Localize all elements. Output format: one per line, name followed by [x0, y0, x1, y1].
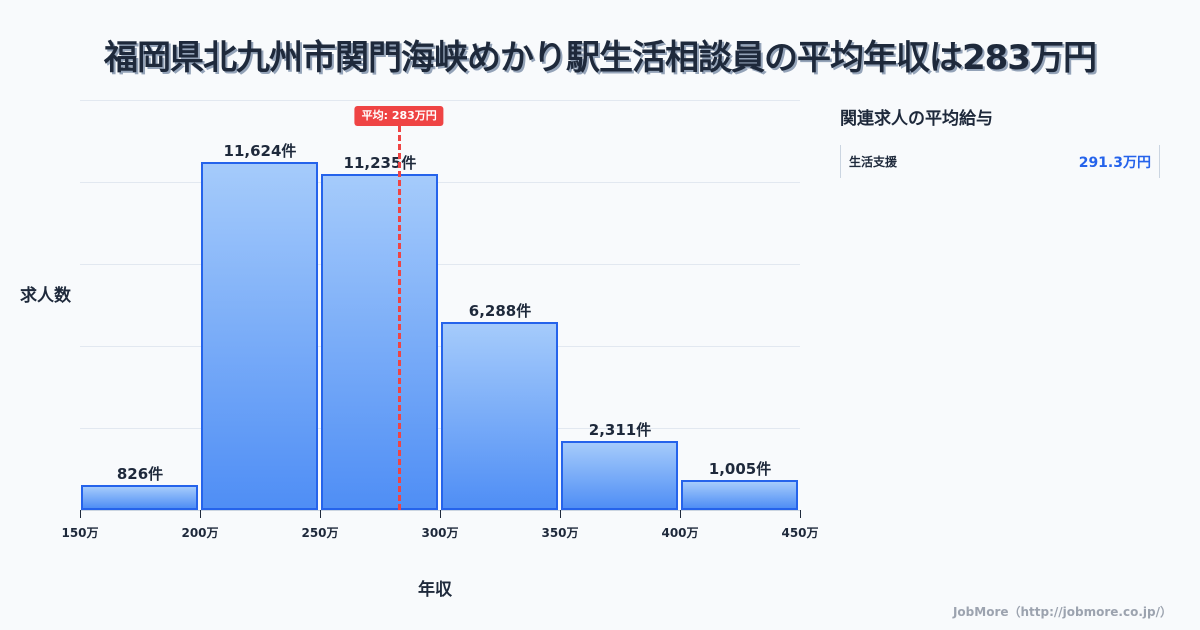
x-tick-label: 250万 — [301, 526, 339, 540]
bar-value-label: 6,288件 — [468, 301, 532, 320]
histogram-bar — [561, 440, 678, 510]
bar-value-label: 826件 — [116, 465, 164, 484]
histogram-bar — [321, 173, 438, 510]
x-tick-label: 450万 — [781, 526, 819, 540]
related-job-name: 生活支援 — [849, 155, 898, 169]
x-tick — [320, 510, 321, 518]
histogram-chart: 826件 11,624件 11,235件 6,288件 2,311件 1,005件 150… — [20, 100, 819, 600]
y-axis-label: 求人数 — [20, 286, 71, 306]
x-tick — [440, 510, 441, 518]
x-tick — [200, 510, 201, 518]
histogram-bar — [441, 321, 558, 510]
related-salary-card: 生活支援 291.3万円 — [840, 145, 1160, 178]
x-tick-label: 200万 — [181, 526, 219, 540]
bar-value-label: 11,235件 — [343, 153, 417, 172]
histogram-bar — [681, 479, 798, 510]
related-salary-title: 関連求人の平均給与 — [840, 109, 993, 129]
gridline — [80, 346, 800, 347]
gridline — [80, 100, 800, 101]
mean-line — [398, 126, 402, 510]
histogram-bar — [81, 485, 198, 510]
gridline — [80, 428, 800, 429]
histogram-bar — [201, 162, 318, 510]
page-title: 福岡県北九州市関門海峡めかり駅生活相談員の平均年収は283万円 — [104, 38, 1097, 78]
x-axis-label: 年収 — [418, 580, 452, 600]
x-tick-label: 300万 — [421, 526, 459, 540]
gridline — [80, 264, 800, 265]
x-tick — [680, 510, 681, 518]
x-tick-label: 400万 — [661, 526, 699, 540]
x-tick-label: 350万 — [541, 526, 579, 540]
bar-value-label: 1,005件 — [708, 459, 772, 478]
bar-value-label: 2,311件 — [588, 420, 652, 439]
mean-badge: 平均: 283万円 — [354, 106, 444, 126]
x-tick — [80, 510, 81, 518]
bar-value-label: 11,624件 — [223, 142, 297, 160]
x-tick-label: 150万 — [61, 526, 99, 540]
x-tick — [800, 510, 801, 518]
x-tick — [560, 510, 561, 518]
gridline — [80, 182, 800, 183]
related-job-salary: 291.3万円 — [1078, 154, 1151, 171]
footer-credit: JobMore（http://jobmore.co.jp/） — [952, 605, 1172, 619]
